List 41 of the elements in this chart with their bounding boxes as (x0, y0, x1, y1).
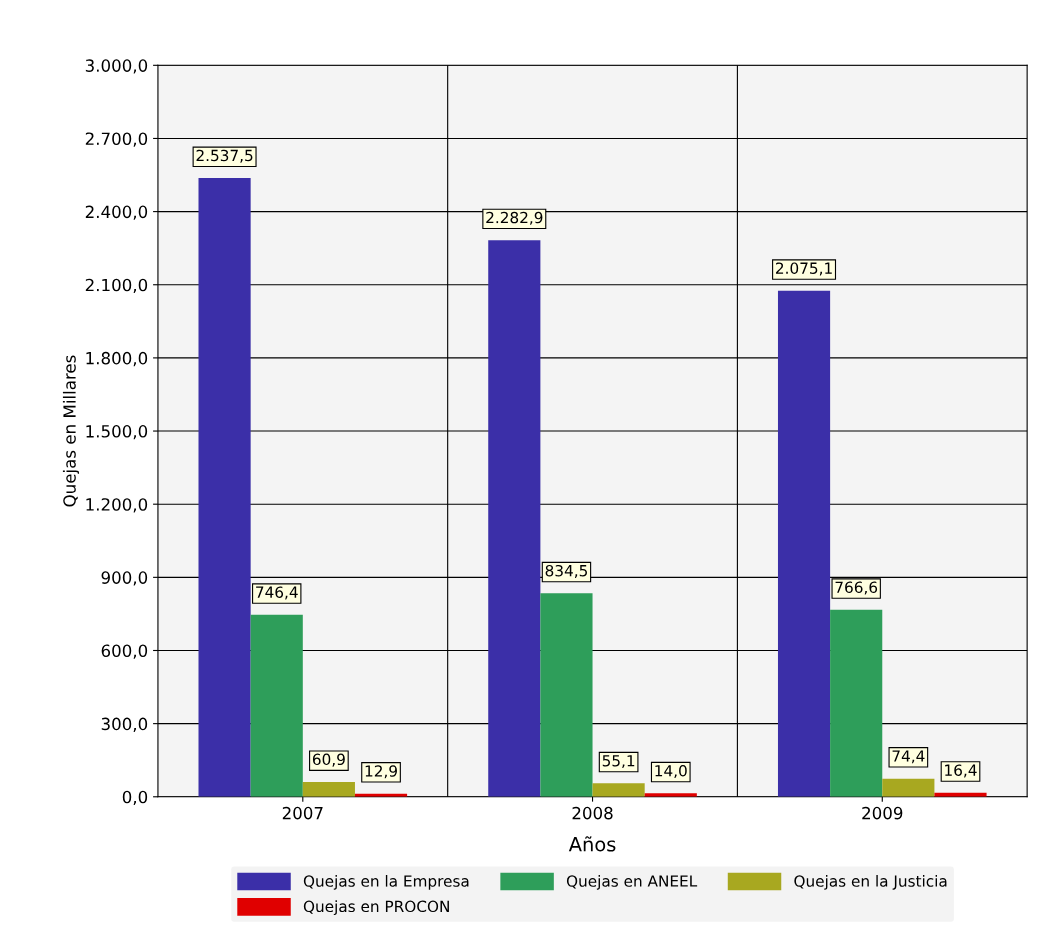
y-tick-label: 2.100,0 (85, 278, 148, 294)
data-label: 2.075,1 (776, 262, 832, 276)
legend-label: Quejas en la Empresa (303, 875, 469, 890)
y-tick-label: 2.700,0 (85, 132, 148, 147)
y-tick-label: 0,0 (122, 790, 148, 806)
y-tick-label: 300,0 (101, 717, 148, 732)
x-axis-title: Años (568, 836, 616, 852)
y-tick-label: 900,0 (101, 571, 148, 586)
bar (250, 614, 303, 797)
data-label: 834,5 (545, 564, 587, 579)
data-label: 60,9 (312, 753, 345, 767)
bar (302, 781, 355, 797)
data-label: 14,0 (655, 764, 687, 779)
bar (488, 240, 541, 797)
data-label: 2.537,5 (196, 149, 253, 163)
bar (882, 778, 935, 797)
x-tick-label: 2007 (282, 806, 323, 820)
legend-label: Quejas en la Justicia (794, 875, 947, 890)
y-tick-label: 600,0 (101, 644, 148, 659)
bar (592, 783, 645, 797)
data-label: 12,9 (365, 765, 397, 779)
y-tick-label: 3.000,0 (85, 59, 148, 74)
x-tick-label: 2009 (862, 806, 903, 820)
data-label: 766,6 (835, 581, 878, 595)
bar (198, 178, 251, 797)
data-label: 16,4 (945, 764, 977, 778)
y-tick-label: 2.400,0 (85, 205, 148, 220)
y-tick-label: 1.800,0 (86, 351, 148, 367)
legend-label: Quejas en ANEEL (566, 875, 698, 890)
data-label: 2.282,9 (486, 211, 543, 225)
bar (830, 609, 883, 797)
bar (777, 290, 831, 797)
y-tick-label: 1.500,0 (86, 425, 148, 440)
data-label: 746,4 (256, 586, 298, 600)
y-tick-label: 1.200,0 (86, 498, 148, 513)
x-tick-label: 2008 (572, 806, 613, 820)
data-label: 55,1 (602, 755, 635, 769)
bar (540, 593, 593, 797)
data-label: 74,4 (892, 750, 925, 764)
legend-label: Quejas en PROCON (303, 900, 449, 916)
y-axis-title: Quejas en Millares (62, 355, 80, 507)
